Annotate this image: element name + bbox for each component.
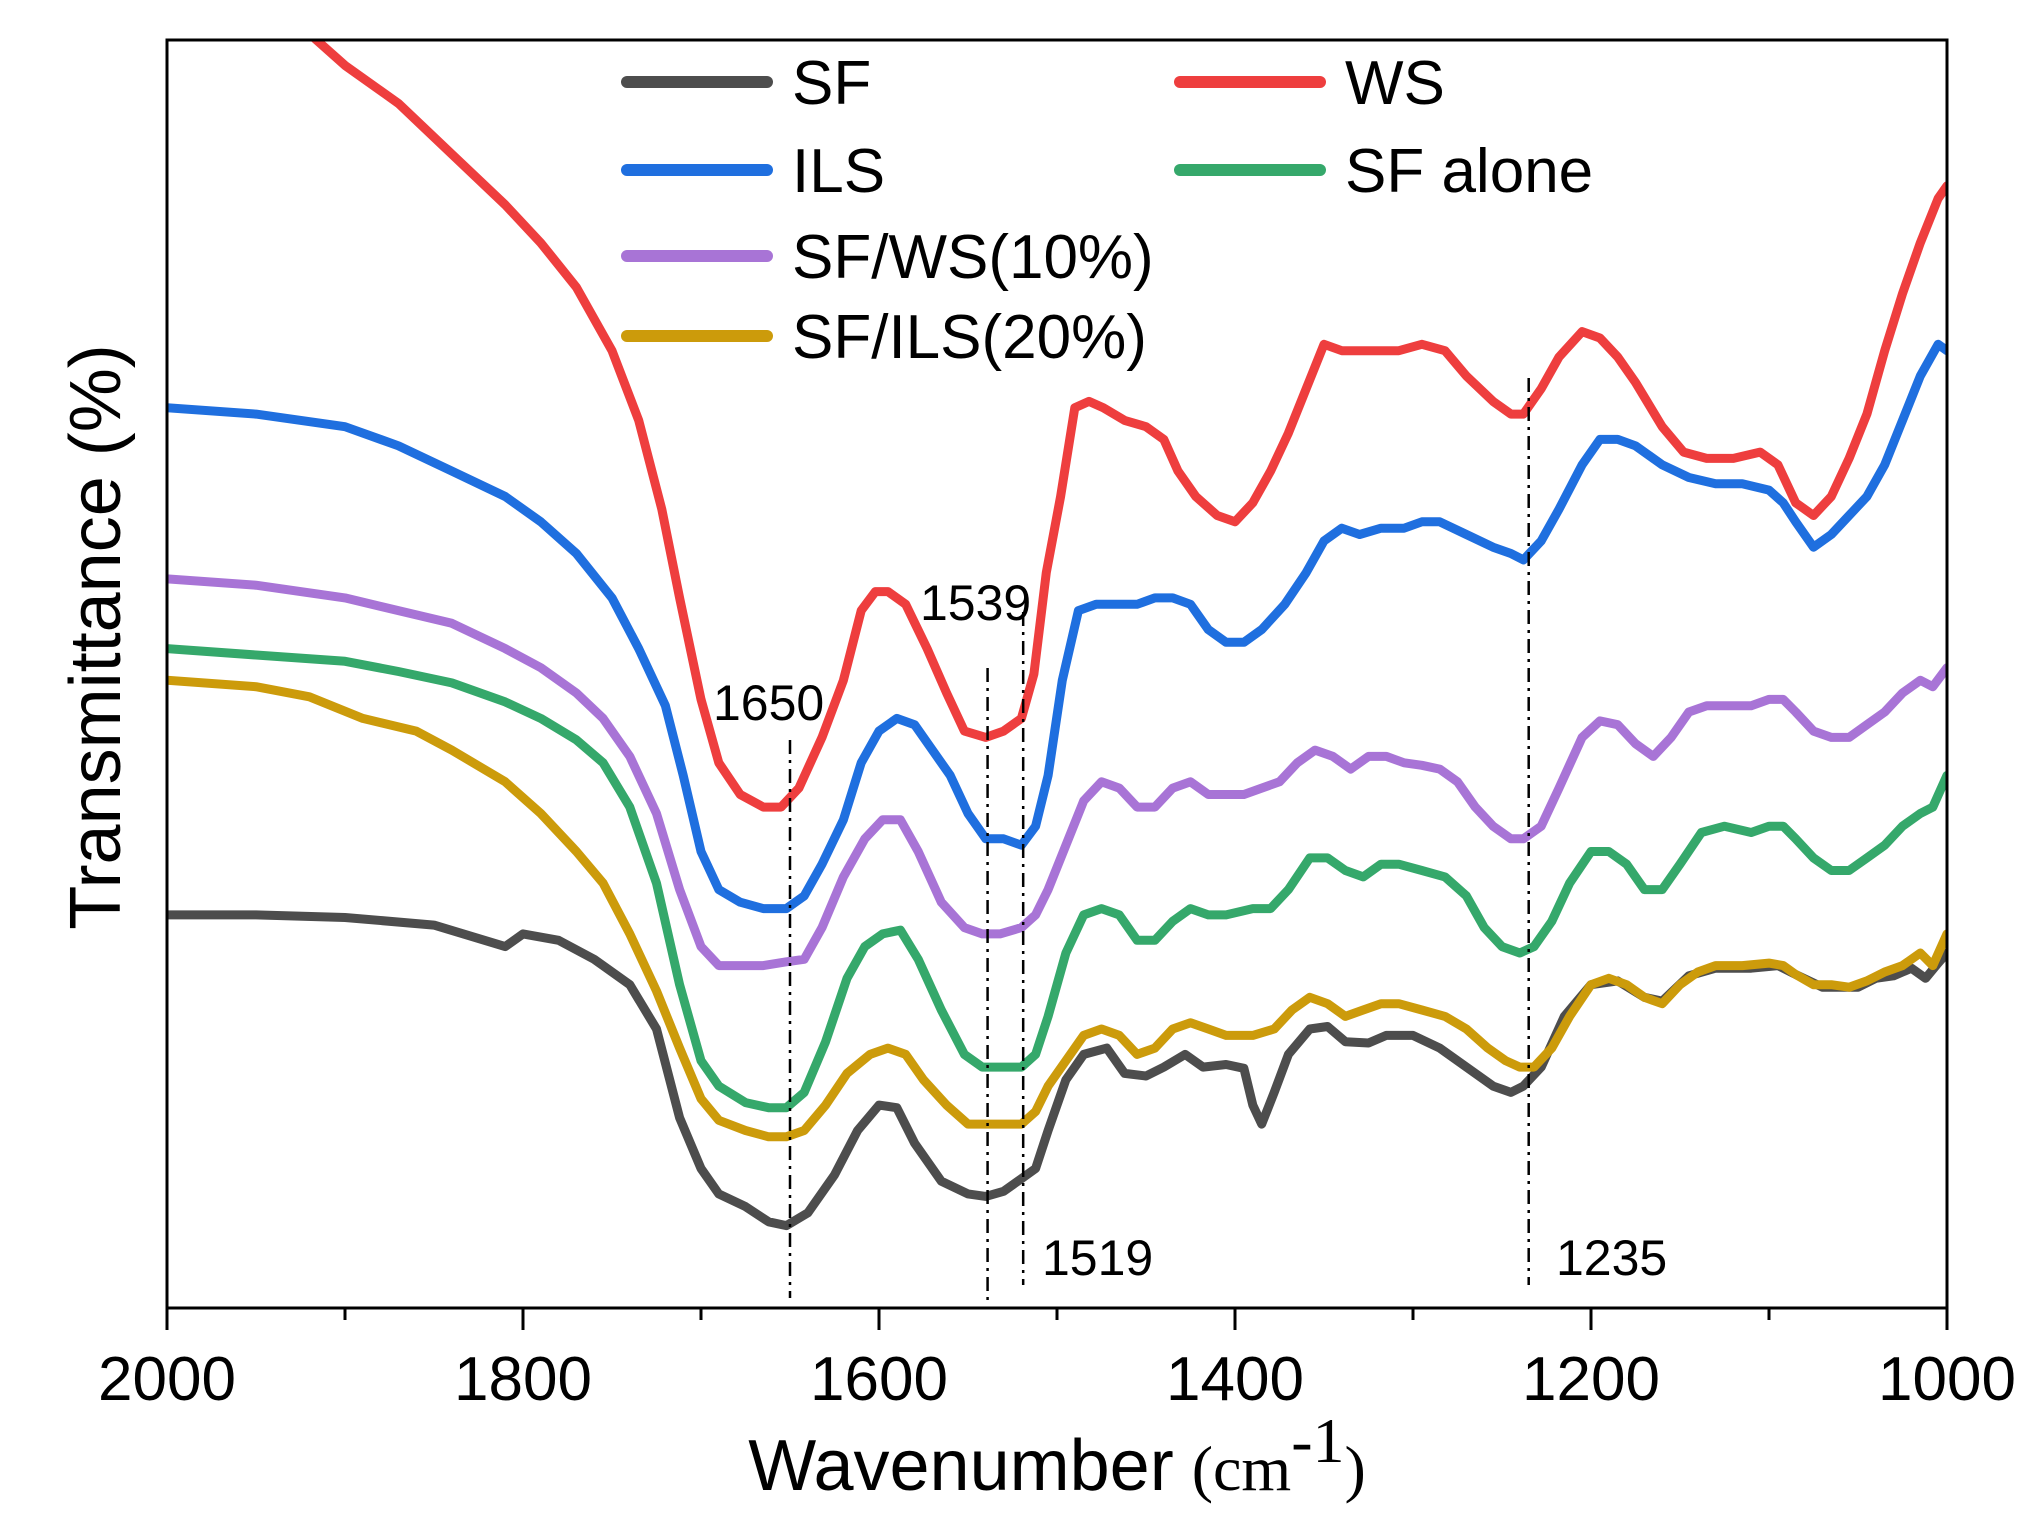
series-line-ils (167, 339, 1947, 914)
x-tick-label-2000: 2000 (98, 1345, 236, 1414)
x-axis-unit-sup: -1 (1291, 1405, 1344, 1476)
x-tick-label-1600: 1600 (810, 1345, 948, 1414)
legend-label-ils: ILS (792, 137, 885, 206)
legend-label-sf: SF (792, 49, 871, 118)
x-tick-label-1200: 1200 (1522, 1345, 1660, 1414)
legend-label-sf-ws-10: SF/WS(10%) (792, 223, 1154, 292)
series-line-ws (309, 40, 1947, 812)
annotation-label-1650: 1650 (713, 675, 824, 731)
legend-label-ws: WS (1345, 49, 1445, 118)
legend-label-sf-ils-20: SF/ILS(20%) (792, 303, 1147, 372)
legend: SF WS ILS SF alone SF/WS(10%) SF/ILS(20%) (621, 49, 1593, 372)
annotation-label-1235: 1235 (1556, 1230, 1667, 1286)
x-axis-unit-close: ) (1345, 1433, 1366, 1504)
series-line-sf-ws-10 (167, 574, 1947, 971)
x-tick-label-1000: 1000 (1878, 1345, 2016, 1414)
x-axis-title: Wavenumber (cm-1) (748, 1405, 1366, 1506)
series-group (167, 40, 1947, 1231)
x-tick-label-1400: 1400 (1166, 1345, 1304, 1414)
series-line-sf-alone (167, 644, 1947, 1113)
x-tick-label-1800: 1800 (454, 1345, 592, 1414)
x-axis-ticks: 2000 1800 1600 1400 1200 1000 (98, 1308, 2016, 1414)
annotation-label-1519: 1519 (1042, 1230, 1153, 1286)
series-line-sf-ils-20 (167, 675, 1947, 1142)
x-axis-title-main: Wavenumber (748, 1426, 1174, 1506)
x-axis-unit-base: (cm (1192, 1433, 1292, 1504)
legend-label-sf-alone: SF alone (1345, 137, 1593, 206)
annotation-label-1539: 1539 (920, 575, 1031, 631)
y-axis-title: Transmittance (%) (56, 344, 136, 929)
annotation-group: 1650 1539 1519 1235 (713, 378, 1667, 1303)
